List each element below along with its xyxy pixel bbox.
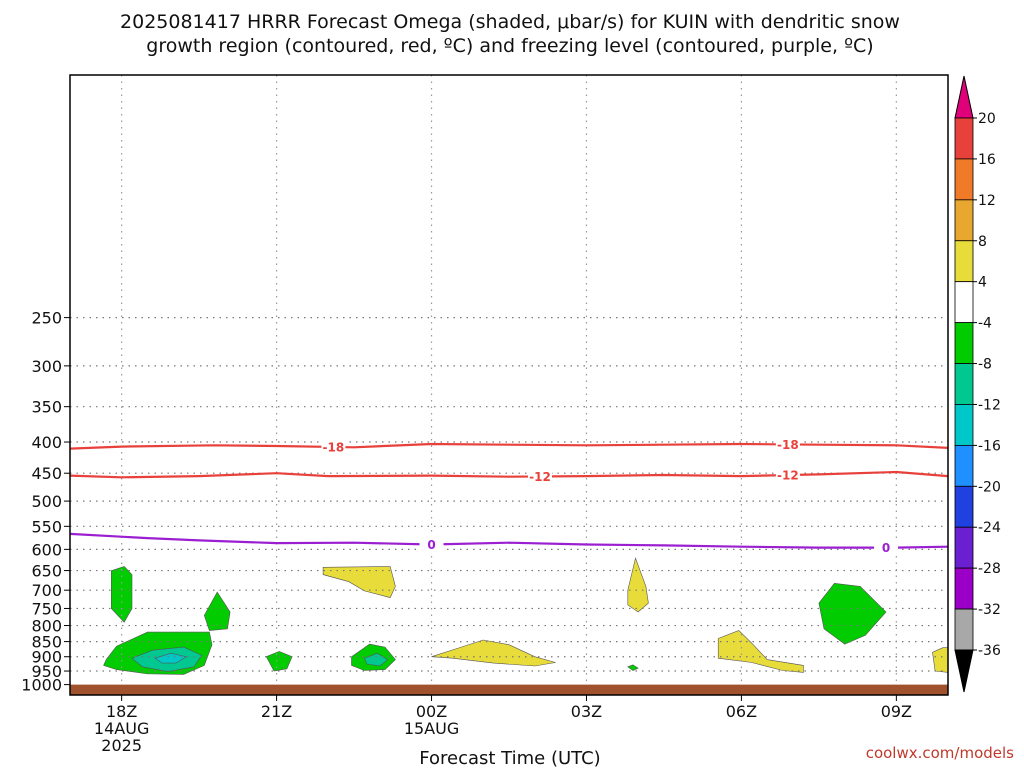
y-tick-label-500: 500 bbox=[31, 492, 62, 511]
y-tick-label-350: 350 bbox=[31, 398, 62, 417]
y-tick-label-750: 750 bbox=[31, 599, 62, 618]
colorbar-bin-4 bbox=[954, 281, 974, 324]
temperature-contours: -18 -18 -12 -12 0 0 bbox=[69, 436, 949, 556]
contour-label-0-1: -18 bbox=[777, 438, 799, 452]
y-tick-label-800: 800 bbox=[31, 617, 62, 636]
y-tick-label-550: 550 bbox=[31, 517, 62, 536]
colorbar-label-7: -12 bbox=[978, 397, 1001, 413]
colorbar-bin-8 bbox=[954, 444, 974, 487]
colorbar-label-4: 4 bbox=[978, 275, 987, 291]
contour-line-2 bbox=[69, 532, 949, 549]
omega-region-1 bbox=[203, 591, 231, 631]
omega-region-13 bbox=[717, 630, 804, 673]
colorbar-label-3: 8 bbox=[978, 234, 987, 250]
colorbar-label-13: -36 bbox=[978, 643, 1001, 659]
omega-region-8 bbox=[627, 664, 639, 671]
y-axis-pressure-ticks: 2503003504004505005506006507007508008509… bbox=[21, 309, 70, 695]
colorbar-bin-1 bbox=[954, 158, 974, 201]
contour-label-bg-0-0 bbox=[321, 438, 346, 455]
colorbar-label-1: 16 bbox=[978, 152, 996, 168]
contour-line-0 bbox=[69, 442, 949, 450]
omega-region-12 bbox=[627, 557, 649, 613]
colorbar-bin-6 bbox=[954, 363, 974, 405]
y-tick-label-850: 850 bbox=[31, 633, 62, 652]
colorbar-label-12: -32 bbox=[978, 602, 1001, 618]
plot-frame bbox=[69, 74, 949, 696]
x-tick-label-3-0: 21Z bbox=[261, 702, 292, 721]
omega-shaded-regions bbox=[103, 557, 949, 675]
contour-label-1-1: -12 bbox=[777, 469, 799, 483]
colorbar-label-5: -4 bbox=[978, 316, 992, 332]
omega-region-10 bbox=[322, 566, 396, 598]
x-tick-label-6-1: 15AUG bbox=[404, 719, 459, 738]
x-tick-label-0-1: 14AUG bbox=[94, 719, 149, 738]
contour-label-1-0: -12 bbox=[529, 470, 551, 484]
x-tick-label-0-0: 18Z bbox=[106, 702, 137, 721]
x-axis-label: Forecast Time (UTC) bbox=[419, 748, 600, 768]
colorbar-bin-12 bbox=[954, 608, 974, 651]
chart-title-line-2: growth region (contoured, red, ºC) and f… bbox=[146, 35, 873, 57]
contour-label-2-1: 0 bbox=[882, 541, 890, 555]
y-tick-label-300: 300 bbox=[31, 357, 62, 376]
colorbar-label-10: -24 bbox=[978, 520, 1001, 536]
colorbar-bin-3 bbox=[954, 240, 974, 283]
contour-label-bg-1-1 bbox=[775, 467, 800, 484]
omega-region-4 bbox=[154, 652, 187, 664]
y-tick-label-450: 450 bbox=[31, 464, 62, 483]
x-tick-label-15-0: 09Z bbox=[881, 702, 912, 721]
grid-lines bbox=[70, 75, 948, 685]
colorbar-label-6: -8 bbox=[978, 357, 992, 373]
colorbar-label-0: 20 bbox=[978, 111, 996, 127]
colorbar-bottom-arrow bbox=[954, 649, 974, 693]
y-tick-label-900: 900 bbox=[31, 648, 62, 667]
contour-label-2-0: 0 bbox=[427, 538, 435, 552]
x-tick-label-12-0: 06Z bbox=[726, 702, 757, 721]
colorbar-bin-2 bbox=[954, 199, 974, 242]
colorbar-bin-7 bbox=[954, 404, 974, 446]
plot-background bbox=[70, 75, 948, 695]
colorbar-bin-10 bbox=[954, 526, 974, 569]
omega-colorbar: 20 16 12 8 4 -4 -8 -12 -16 -20 -24 -28 -32 -36 bbox=[954, 75, 1001, 693]
contour-label-bg-1-0 bbox=[527, 468, 552, 485]
y-tick-label-400: 400 bbox=[31, 433, 62, 452]
x-tick-label-6-0: 00Z bbox=[416, 702, 447, 721]
omega-region-14 bbox=[932, 647, 949, 673]
credit-text: coolwx.com/models bbox=[866, 744, 1014, 762]
omega-region-11 bbox=[431, 639, 556, 667]
y-tick-label-600: 600 bbox=[31, 540, 62, 559]
contour-label-0-0: -18 bbox=[323, 440, 345, 454]
y-tick-label-250: 250 bbox=[31, 309, 62, 328]
y-tick-label-1000: 1000 bbox=[21, 676, 62, 695]
contour-label-bg-2-1 bbox=[874, 539, 899, 556]
colorbar-bin-0 bbox=[954, 117, 974, 160]
y-tick-label-650: 650 bbox=[31, 562, 62, 581]
colorbar-label-11: -28 bbox=[978, 561, 1001, 577]
colorbar-label-2: 12 bbox=[978, 193, 996, 209]
x-tick-label-9-0: 03Z bbox=[571, 702, 602, 721]
contour-line-1 bbox=[69, 470, 949, 479]
contour-label-bg-0-1 bbox=[775, 436, 800, 453]
chart-title-line-1: 2025081417 HRRR Forecast Omega (shaded, … bbox=[120, 11, 900, 33]
y-tick-label-950: 950 bbox=[31, 662, 62, 681]
y-tick-label-700: 700 bbox=[31, 581, 62, 600]
colorbar-label-9: -20 bbox=[978, 479, 1001, 495]
contour-label-bg-2-0 bbox=[419, 536, 444, 553]
colorbar-bin-5 bbox=[954, 322, 974, 364]
colorbar-bin-11 bbox=[954, 567, 974, 610]
colorbar-bin-9 bbox=[954, 485, 974, 528]
x-tick-label-0-2: 2025 bbox=[101, 736, 142, 755]
omega-region-9 bbox=[818, 582, 887, 645]
ground-below-surface bbox=[70, 684, 948, 695]
colorbar-top-arrow bbox=[954, 75, 974, 119]
colorbar-label-8: -16 bbox=[978, 438, 1001, 454]
